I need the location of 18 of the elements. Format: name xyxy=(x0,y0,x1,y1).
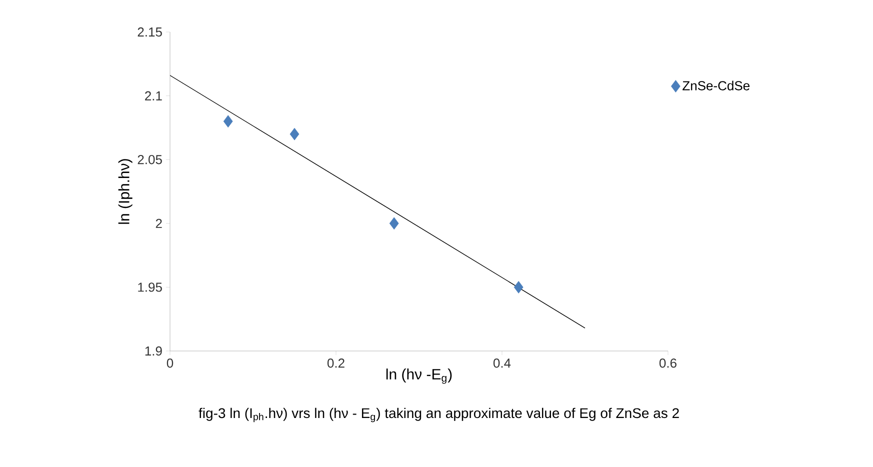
y-tick-label: 2.05 xyxy=(138,154,162,164)
y-tick-label: 1.9 xyxy=(145,346,162,356)
x-axis-title: ln (hν -E$_{g}$) xyxy=(386,368,452,384)
y-axis-title: ln (Iph.hν) xyxy=(118,159,132,224)
legend-label: ZnSe-CdSe xyxy=(682,80,750,90)
x-tick-label: 0.2 xyxy=(327,358,344,368)
point xyxy=(290,128,300,140)
y-tick-label: 2.15 xyxy=(138,27,162,37)
y-tick-label: 2 xyxy=(156,218,162,228)
y-tick-label: 1.95 xyxy=(138,282,162,292)
x-tick-label: 0.6 xyxy=(659,358,676,368)
text: fig-3 ln (I$_{ph}$.hν) vrs ln (hν - E$_{g}$) taking an approximate value of Eg of ZnSe as 2 xyxy=(198,408,679,422)
x-tick-label: 0.4 xyxy=(493,358,511,368)
x-tick-label: 0 xyxy=(166,358,174,368)
point xyxy=(514,281,524,294)
point xyxy=(223,115,233,128)
point xyxy=(389,217,399,230)
y-tick-label: 2.1 xyxy=(145,91,162,100)
